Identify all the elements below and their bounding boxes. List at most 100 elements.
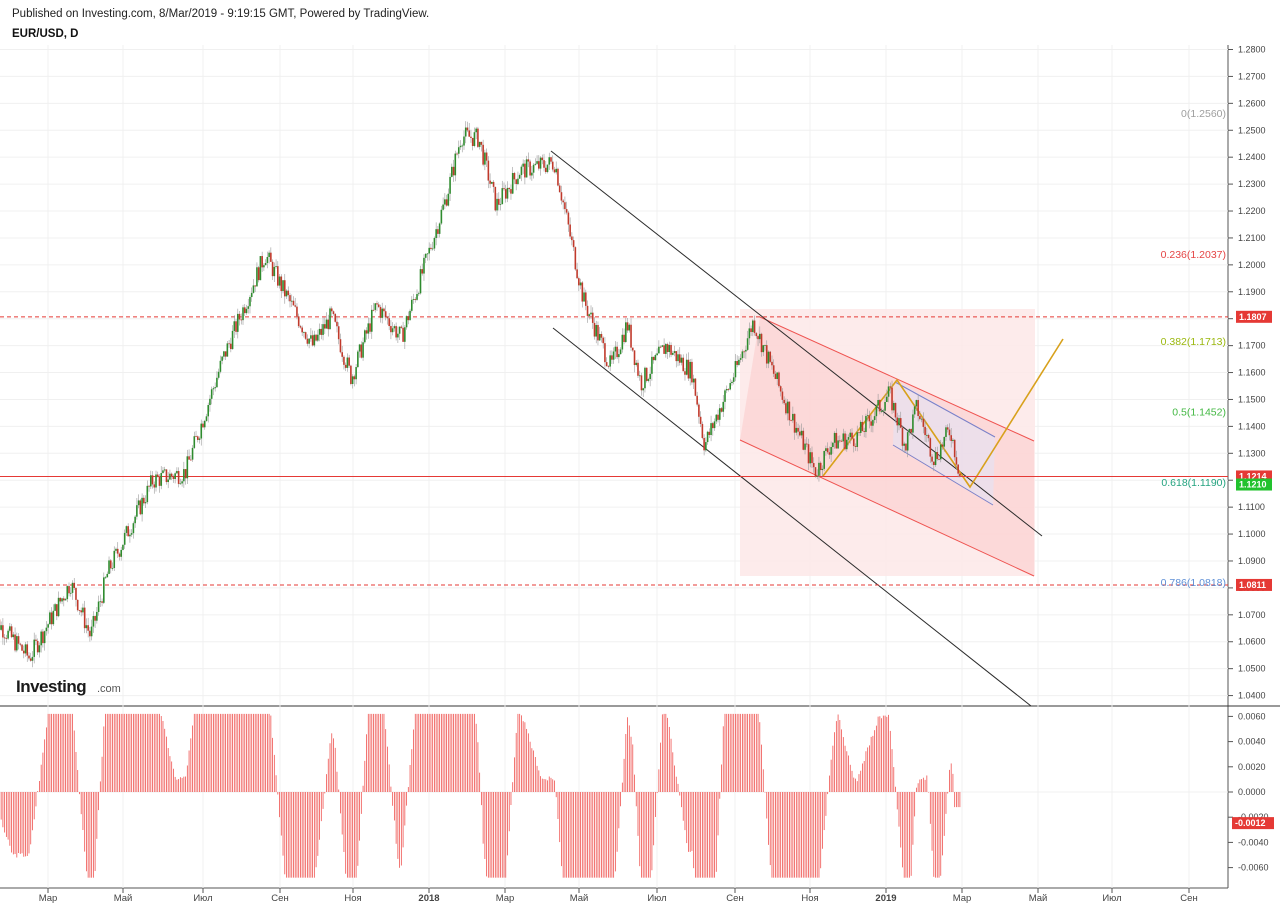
time-tick-label: 2018 — [418, 893, 439, 904]
candle-body — [391, 328, 394, 333]
candle-body — [64, 599, 67, 601]
candle-body — [661, 345, 664, 347]
candle-body — [468, 130, 471, 137]
candle-body — [383, 308, 385, 312]
candle-body — [247, 306, 250, 309]
candle-body — [381, 308, 384, 318]
candle-body — [927, 434, 930, 439]
osc-tick-label: 0.0000 — [1238, 787, 1266, 797]
candle-body — [952, 439, 954, 441]
candle-body — [873, 416, 876, 421]
candle-body — [652, 356, 655, 361]
candle-body — [656, 353, 658, 356]
candle-body — [22, 650, 25, 654]
candle-body — [706, 431, 709, 443]
candle-body — [369, 323, 371, 332]
candle-body — [689, 361, 691, 379]
candle-body — [920, 418, 923, 420]
candle-body — [710, 423, 712, 436]
candle-body — [772, 365, 775, 374]
candle-body — [221, 356, 223, 361]
candle-body — [675, 351, 678, 362]
candle-body — [362, 342, 364, 358]
candle-body — [40, 631, 42, 646]
candle-body — [922, 418, 925, 427]
candle-body — [819, 462, 822, 471]
candle-body — [193, 436, 196, 448]
candle-body — [487, 160, 490, 181]
candle-body — [209, 398, 211, 406]
candle-body — [571, 236, 573, 241]
candle-body — [16, 636, 18, 651]
candle-body — [703, 437, 705, 451]
candle-body — [459, 145, 462, 148]
candle-body — [257, 267, 260, 281]
candle-body — [116, 548, 119, 554]
candle-body — [68, 586, 70, 594]
candle-body — [402, 327, 404, 342]
candle-body — [395, 326, 397, 338]
candle-body — [214, 387, 216, 389]
candle-body — [0, 625, 2, 630]
candle-body — [311, 335, 314, 346]
candle-body — [482, 144, 484, 165]
candle-body — [250, 292, 253, 298]
candle-body — [306, 338, 309, 344]
candle-body — [931, 456, 933, 462]
candle-body — [430, 247, 432, 249]
candle-body — [109, 560, 112, 569]
candle-body — [948, 429, 951, 436]
candle-body — [287, 290, 290, 296]
candle-body — [734, 361, 737, 378]
candle-body — [508, 187, 511, 190]
candle-body — [33, 639, 36, 657]
candle-body — [553, 169, 556, 173]
candle-body — [678, 354, 681, 363]
candle-body — [854, 446, 857, 447]
candle-body — [637, 362, 639, 376]
candle-body — [421, 269, 424, 274]
candle-body — [360, 344, 363, 358]
candle-body — [658, 346, 660, 354]
candle-body — [771, 361, 773, 366]
candle-body — [261, 256, 263, 268]
candle-body — [256, 267, 258, 287]
candle-body — [346, 357, 349, 368]
candle-body — [125, 526, 128, 533]
candle-body — [350, 365, 352, 384]
candle-body — [680, 357, 683, 363]
candle-body — [442, 204, 444, 210]
candle-body — [543, 160, 545, 168]
candle-body — [748, 328, 751, 339]
candle-body — [903, 443, 906, 446]
candle-body — [440, 209, 443, 224]
candle-body — [560, 192, 563, 201]
candle-body — [837, 440, 839, 449]
candle-body — [158, 476, 161, 486]
candle-body — [73, 582, 76, 588]
candle-body — [103, 577, 105, 603]
candle-body — [21, 644, 23, 651]
candle-body — [370, 309, 373, 332]
candle-body — [263, 265, 265, 268]
candle-body — [122, 544, 124, 550]
candle-body — [329, 308, 331, 330]
candle-body — [828, 452, 831, 455]
candle-body — [9, 626, 11, 631]
candle-body — [919, 416, 921, 420]
candle-body — [280, 276, 283, 292]
price-tick-label: 1.2700 — [1238, 71, 1266, 81]
candle-body — [217, 371, 220, 378]
candle-body — [393, 326, 396, 329]
candle-body — [774, 373, 777, 380]
candle-body — [99, 601, 102, 603]
candle-body — [513, 172, 516, 180]
candle-body — [480, 141, 483, 145]
candle-body — [367, 323, 370, 334]
candle-body — [172, 476, 175, 479]
candle-body — [955, 457, 958, 465]
price-tick-label: 1.2300 — [1238, 179, 1266, 189]
candle-body — [332, 311, 335, 314]
price-tick-label: 1.0500 — [1238, 664, 1266, 674]
